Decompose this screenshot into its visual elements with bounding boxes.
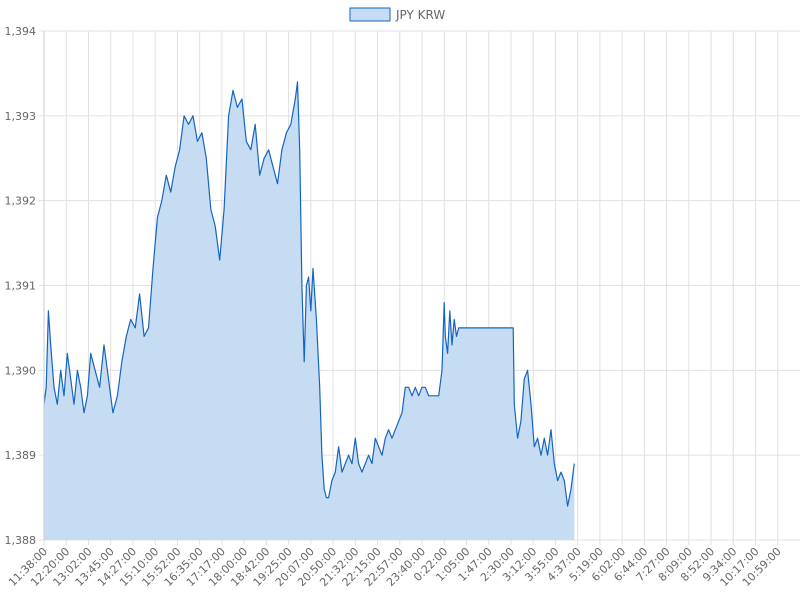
y-tick-label: 1,393: [5, 110, 37, 123]
y-tick-label: 1,391: [5, 280, 37, 293]
axes: 1,3881,3891,3901,3911,3921,3931,39411:38…: [5, 25, 784, 589]
y-tick-label: 1,388: [5, 534, 37, 547]
series-area: [43, 81, 575, 541]
legend-label: JPY KRW: [395, 8, 445, 22]
legend-swatch: [349, 7, 391, 22]
chart-legend[interactable]: JPY KRW: [349, 7, 445, 22]
y-tick-label: 1,390: [5, 364, 37, 377]
y-tick-label: 1,392: [5, 195, 37, 208]
series-fill: [44, 81, 575, 541]
y-tick-label: 1,394: [5, 25, 37, 38]
y-tick-label: 1,389: [5, 449, 37, 462]
series-line: [43, 81, 575, 507]
